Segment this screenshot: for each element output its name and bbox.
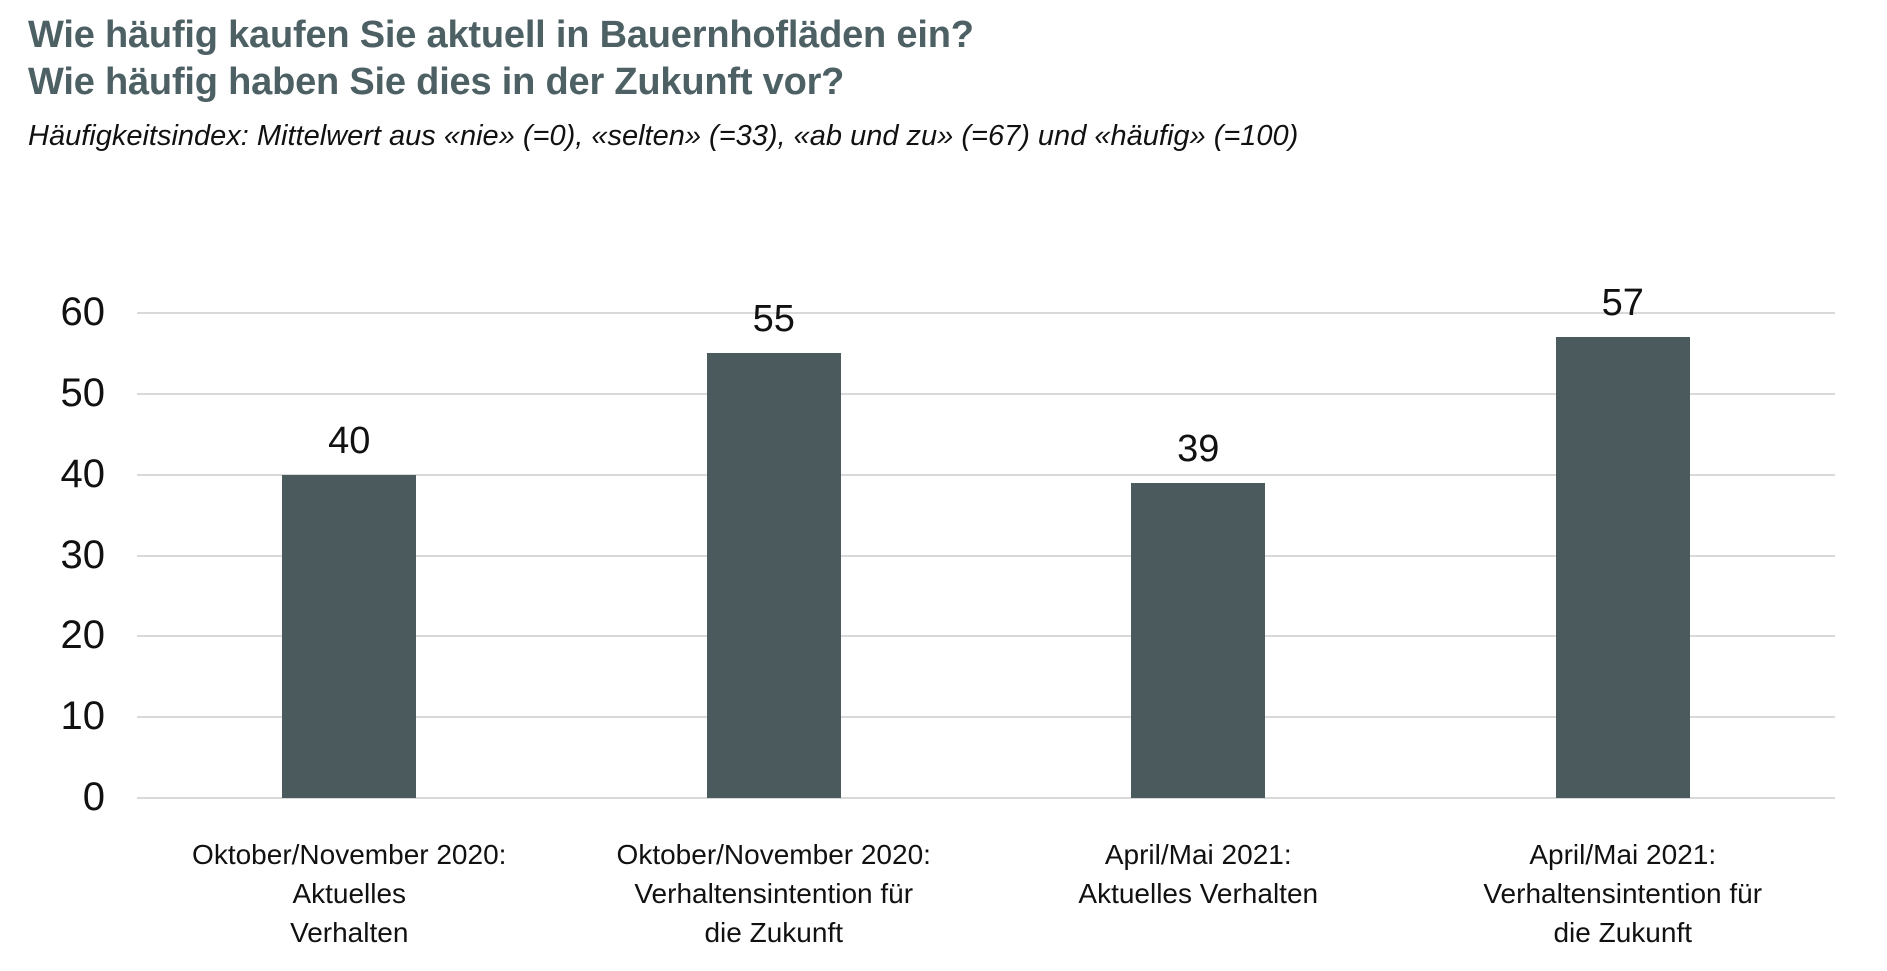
bar [1555,337,1690,798]
x-category-label: Oktober/November 2020: Aktuelles Verhalt… [192,839,507,948]
bar-value-label: 57 [1601,282,1644,325]
bar-value-label: 40 [328,419,371,462]
y-tick-label-50: 50 [60,370,106,415]
gridline-y-30 [137,554,1835,557]
bar [1131,482,1266,798]
bar [706,353,841,798]
gridline-y-60 [137,312,1835,314]
chart-title-line-2: Wie häufig haben Sie dies in der Zukunft… [28,61,845,103]
bar [282,474,417,798]
y-tick-label-30: 30 [60,532,106,577]
y-tick-label-0: 0 [82,775,105,819]
x-category-label: April/Mai 2021: Aktuelles Verhalten [1078,839,1319,909]
bar-value-label: 55 [752,298,795,341]
x-category-label: Oktober/November 2020: Verhaltensintenti… [616,839,931,948]
chart-subtitle: Häufigkeitsindex: Mittelwert aus «nie» (… [28,120,1299,152]
gridline-y-0 [137,797,1835,799]
gridline-y-20 [137,635,1835,638]
chart-header: Wie häufig kaufen Sie aktuell in Bauernh… [28,12,1828,154]
y-tick-label-20: 20 [60,613,106,658]
gridline-y-10 [137,716,1835,719]
gridline-y-50 [137,392,1835,395]
y-tick-label-10: 10 [60,694,106,739]
y-tick-label-60: 60 [60,290,106,334]
y-tick-label-40: 40 [60,451,106,496]
chart-title-line-1: Wie häufig kaufen Sie aktuell in Bauernh… [28,14,974,56]
x-category-label: April/Mai 2021: Verhaltensintention für … [1483,839,1763,948]
gridline-y-40 [137,473,1835,476]
bar-value-label: 39 [1177,427,1220,470]
